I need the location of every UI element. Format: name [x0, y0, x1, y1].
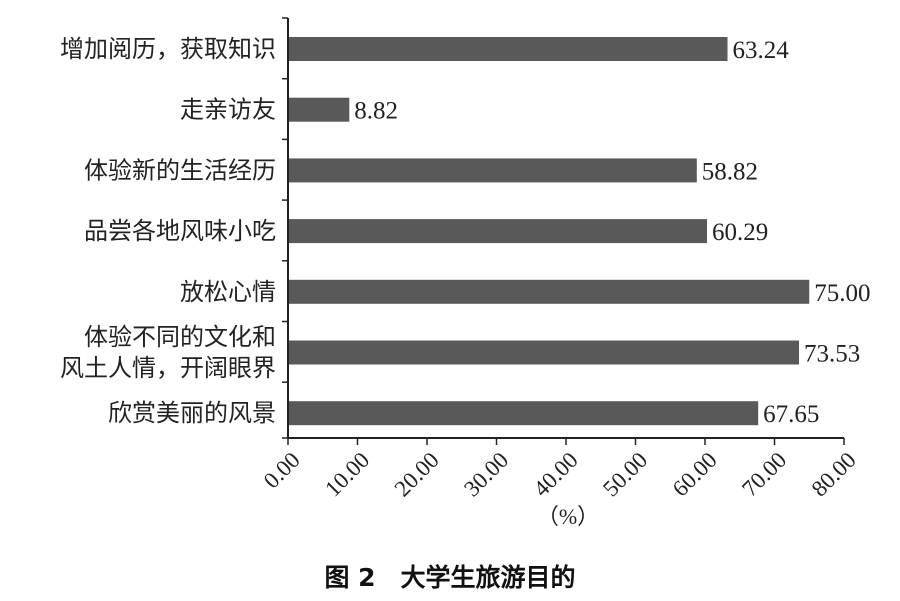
bar: [289, 401, 759, 426]
category-label: 体验新的生活经历: [84, 156, 276, 184]
bar: [289, 158, 697, 183]
x-tick-label: 80.00: [807, 447, 861, 501]
value-label: 8.82: [354, 98, 398, 125]
value-label: 58.82: [702, 158, 758, 185]
x-tick-labels: 0.00 10.00 20.00 30.00 40.00 50.00 60.00 70.00 8…: [259, 447, 861, 501]
bar: [289, 97, 350, 122]
value-label: 63.24: [733, 37, 790, 64]
x-tick-label: 40.00: [529, 447, 583, 501]
bar: [289, 219, 708, 244]
category-label: 欣赏美丽的风景: [108, 399, 276, 427]
x-tick-label: 60.00: [668, 447, 722, 501]
category-label: 走亲访友: [180, 96, 276, 124]
x-tick-label: 20.00: [390, 447, 444, 501]
category-label: 体验不同的文化和: [84, 323, 276, 351]
category-labels: 增加阅历，获取知识走亲访友体验新的生活经历品尝各地风味小吃放松心情体验不同的文化…: [60, 35, 276, 427]
value-label: 75.00: [814, 280, 870, 307]
value-labels: 63.24 8.82 58.82 60.29 75.00 73.53 67.65: [354, 37, 870, 428]
value-label: 60.29: [712, 219, 768, 246]
bar: [289, 340, 800, 365]
x-tick-label: 0.00: [259, 447, 305, 493]
x-tick-label: 30.00: [459, 447, 513, 501]
bar-series: [289, 37, 810, 426]
x-tick-label: 70.00: [737, 447, 791, 501]
category-label: 风土人情，开阔眼界: [60, 354, 276, 382]
x-tick-label: 50.00: [598, 447, 652, 501]
chart-caption: 图 2 大学生旅游目的: [324, 563, 575, 592]
value-label: 67.65: [763, 401, 819, 428]
bar: [289, 279, 810, 304]
x-tick-label: 10.00: [320, 447, 374, 501]
chart-axes: [282, 17, 845, 445]
value-label: 73.53: [804, 341, 860, 368]
category-label: 增加阅历，获取知识: [60, 35, 276, 63]
bar: [289, 37, 728, 61]
category-label: 品尝各地风味小吃: [84, 217, 276, 245]
category-label: 放松心情: [180, 278, 276, 306]
x-axis-label: （%）: [537, 504, 599, 529]
